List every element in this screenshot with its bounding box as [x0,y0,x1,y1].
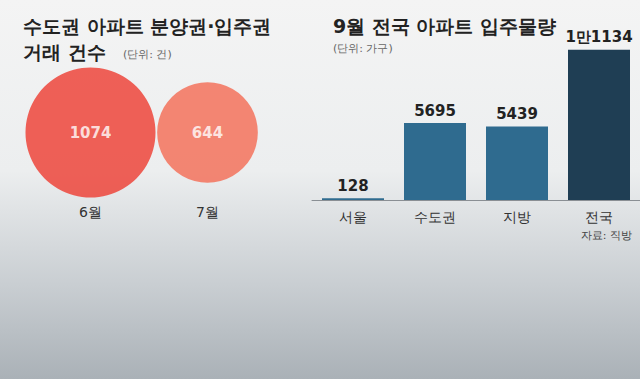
svg-text:지방: 지방 [503,209,531,225]
svg-text:자료: 직방: 자료: 직방 [581,229,632,242]
svg-text:1074: 1074 [70,124,112,142]
svg-text:128: 128 [337,177,368,195]
svg-text:5695: 5695 [414,102,456,120]
svg-text:7월: 7월 [196,204,219,220]
svg-text:(단위: 건): (단위: 건) [123,48,172,61]
svg-text:(단위: 가구): (단위: 가구) [333,42,393,55]
svg-text:거래 건수: 거래 건수 [23,41,106,63]
svg-text:6월: 6월 [79,204,102,220]
svg-text:수도권: 수도권 [414,209,456,225]
svg-text:5439: 5439 [496,105,538,123]
svg-text:수도권 아파트 분양권·입주권: 수도권 아파트 분양권·입주권 [23,15,278,37]
svg-text:서울: 서울 [339,209,367,225]
svg-text:전국: 전국 [585,209,613,225]
svg-text:9월 전국 아파트 입주물량: 9월 전국 아파트 입주물량 [333,15,556,37]
svg-text:1만1134: 1만1134 [565,28,632,46]
svg-text:644: 644 [192,124,223,142]
